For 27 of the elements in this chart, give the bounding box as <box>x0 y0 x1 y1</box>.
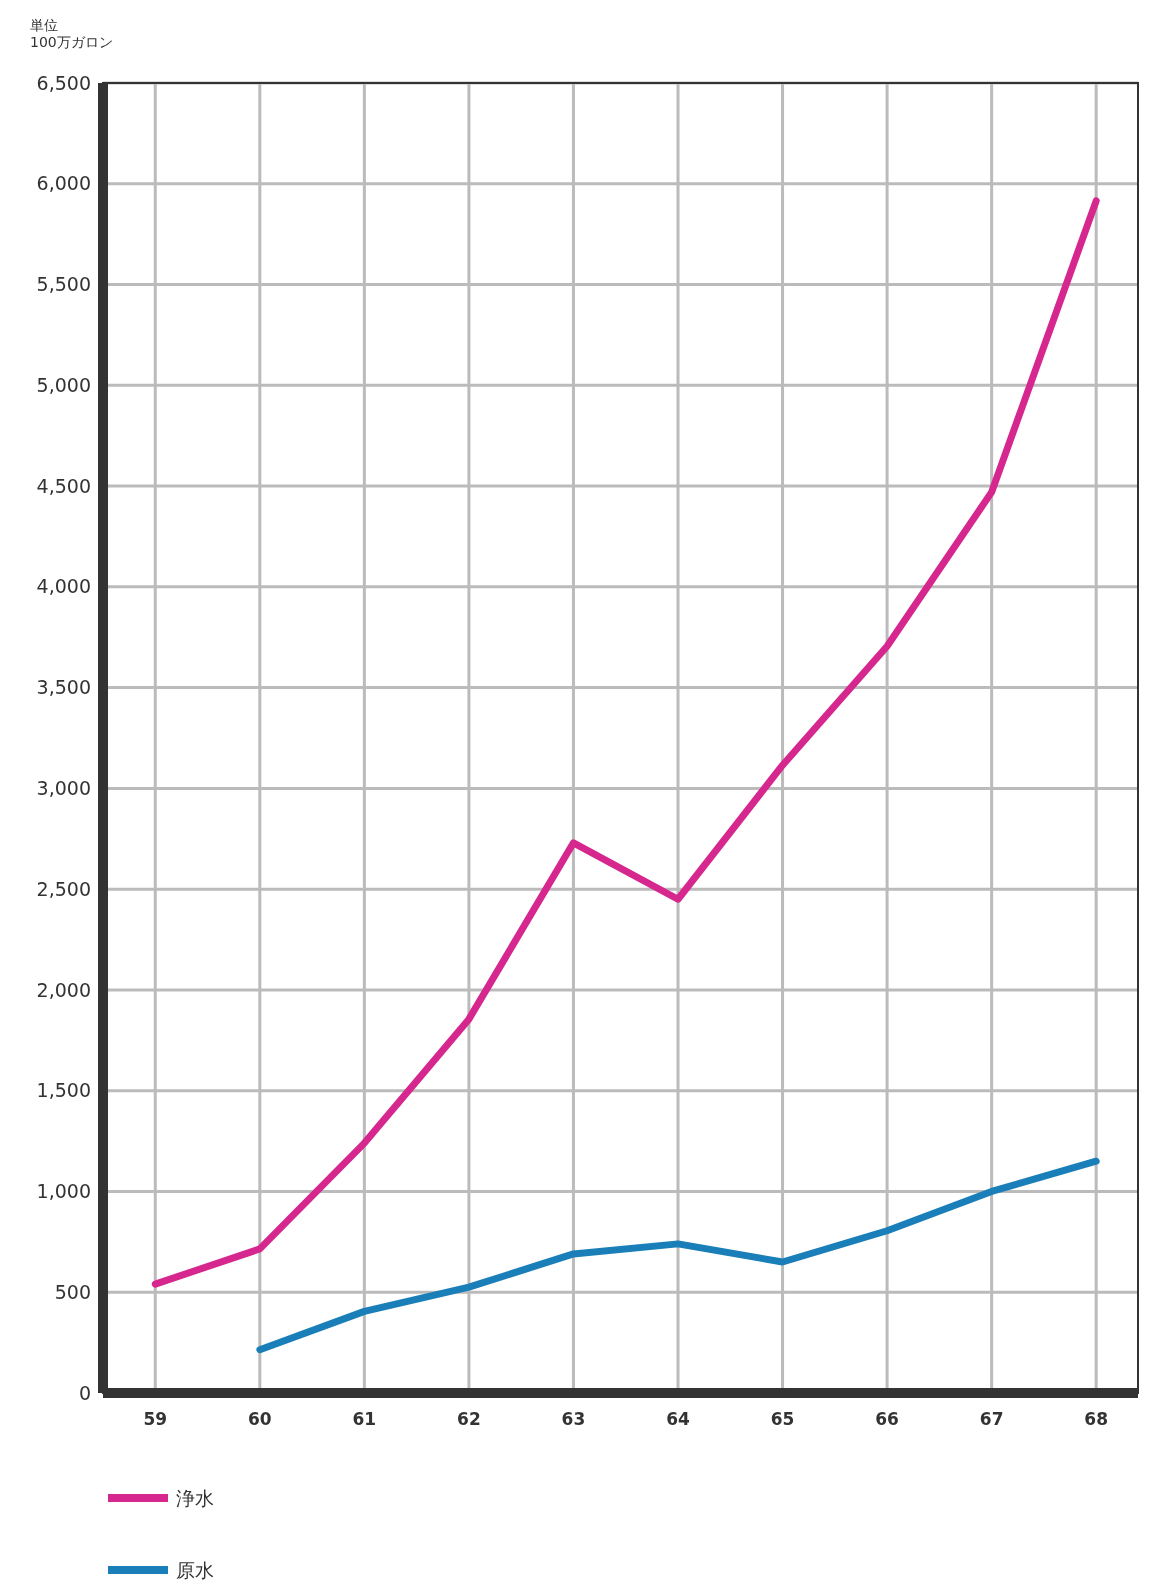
y-tick-label: 0 <box>78 1381 91 1404</box>
x-tick-label: 59 <box>143 1409 168 1429</box>
y-tick-label: 3,500 <box>36 676 91 699</box>
y-tick-label: 5,000 <box>36 373 91 396</box>
legend-label: 原水 <box>176 1558 214 1581</box>
y-tick-label: 500 <box>54 1280 91 1303</box>
x-tick-label: 62 <box>457 1409 481 1429</box>
x-tick-label: 61 <box>352 1409 377 1429</box>
y-tick-label: 1,500 <box>36 1079 91 1102</box>
x-tick-label: 60 <box>247 1409 272 1429</box>
x-tick-label: 68 <box>1084 1409 1109 1429</box>
y-tick-label: 6,500 <box>36 71 91 94</box>
x-tick-label: 66 <box>875 1409 899 1429</box>
y-tick-label: 3,000 <box>36 777 91 800</box>
y-axis-title: 単位 100万ガロン <box>30 17 113 50</box>
y-tick-label: 6,000 <box>36 172 91 195</box>
x-tick-label: 67 <box>979 1409 1004 1429</box>
y-tick-label: 5,500 <box>36 273 91 296</box>
x-tick-label: 63 <box>561 1409 586 1429</box>
y-tick-label: 1,000 <box>36 1180 91 1203</box>
y-tick-label: 2,000 <box>36 978 91 1001</box>
x-tick-label: 64 <box>666 1409 690 1429</box>
y-tick-label: 2,500 <box>36 877 91 900</box>
legend-label: 浄水 <box>176 1486 214 1509</box>
x-tick-label: 65 <box>770 1409 795 1429</box>
y-tick-label: 4,000 <box>36 575 91 598</box>
y-tick-label: 4,500 <box>36 474 91 497</box>
